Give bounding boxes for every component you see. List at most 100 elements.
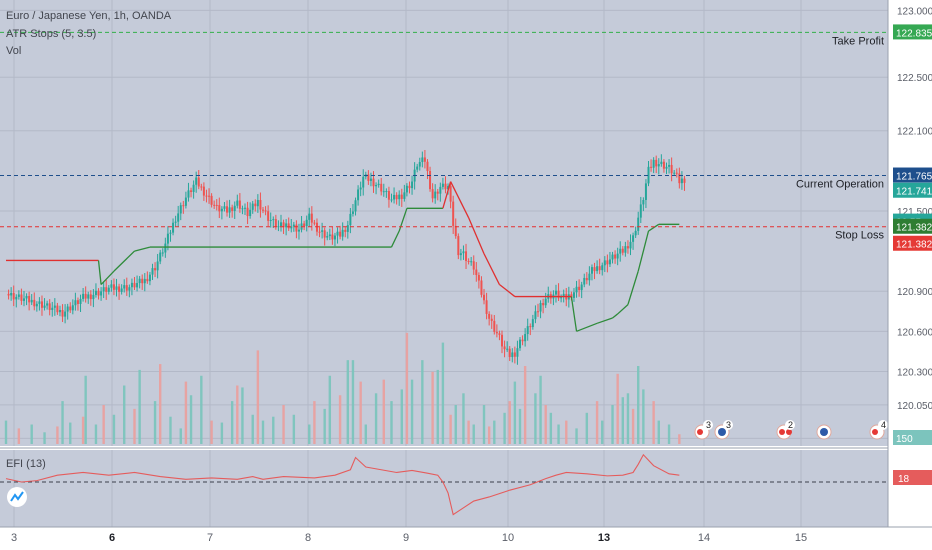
volume-bar bbox=[328, 375, 332, 444]
candle-body bbox=[331, 234, 334, 240]
volume-bar bbox=[241, 387, 244, 444]
candle-body bbox=[51, 307, 54, 310]
flag-icon bbox=[872, 429, 878, 435]
volume-bar bbox=[565, 420, 568, 444]
atr-legend[interactable]: ATR Stops (5, 3.5) bbox=[6, 28, 97, 40]
candle-body bbox=[172, 222, 175, 233]
price-tick-label: 120.050 bbox=[897, 401, 932, 412]
volume-legend[interactable]: Vol bbox=[6, 45, 22, 57]
candle-body bbox=[35, 303, 38, 307]
atr-stop-segment bbox=[100, 270, 115, 285]
candle-body bbox=[213, 204, 216, 206]
candle-body bbox=[614, 254, 617, 259]
candle-body bbox=[421, 157, 424, 163]
candle-body bbox=[56, 305, 59, 313]
volume-bar bbox=[220, 422, 224, 444]
volume-bar bbox=[84, 375, 87, 444]
candle-body bbox=[467, 260, 470, 262]
candle-body bbox=[408, 185, 411, 189]
candle-body bbox=[246, 207, 249, 217]
volume-bar bbox=[631, 408, 635, 444]
volume-bar bbox=[621, 397, 624, 444]
candle-body bbox=[200, 186, 203, 188]
volume-bar bbox=[179, 428, 182, 444]
candle-body bbox=[228, 207, 231, 213]
volume-bar bbox=[472, 424, 475, 444]
candle-body bbox=[202, 186, 205, 196]
atr-stop-segment bbox=[483, 253, 501, 285]
candle-body bbox=[411, 181, 414, 189]
candle-body bbox=[58, 309, 61, 313]
price-tick-label: 120.600 bbox=[897, 327, 932, 338]
volume-bar bbox=[159, 364, 162, 444]
volume-bar bbox=[657, 420, 660, 444]
candle-body bbox=[495, 331, 498, 334]
volume-bar bbox=[487, 426, 491, 444]
candle-body bbox=[485, 300, 488, 314]
candle-body bbox=[128, 287, 131, 291]
candle-body bbox=[601, 265, 604, 271]
candle-body bbox=[241, 208, 244, 210]
candle-body bbox=[529, 326, 532, 328]
candle-body bbox=[267, 211, 270, 221]
candle-body bbox=[434, 191, 437, 199]
volume-bar bbox=[102, 405, 105, 444]
volume-bar bbox=[61, 401, 64, 444]
atr-stop-segment bbox=[390, 230, 400, 248]
volume-bar bbox=[431, 371, 434, 444]
volume-bar bbox=[200, 375, 203, 444]
candle-body bbox=[84, 293, 87, 299]
candle-body bbox=[462, 251, 465, 254]
candle-body bbox=[105, 287, 108, 292]
candle-body bbox=[272, 219, 275, 221]
candle-body bbox=[94, 290, 97, 295]
candle-body bbox=[210, 195, 213, 205]
candle-body bbox=[215, 204, 218, 206]
candle-body bbox=[74, 300, 77, 306]
atr-stop-segment bbox=[570, 296, 578, 332]
candle-body bbox=[436, 191, 439, 194]
stop-loss-badge-bg bbox=[893, 218, 932, 234]
candle-body bbox=[650, 166, 653, 168]
candle-body bbox=[593, 267, 596, 272]
volume-bar bbox=[94, 424, 98, 444]
candle-body bbox=[441, 183, 444, 187]
candle-body bbox=[588, 273, 591, 281]
candle-body bbox=[79, 298, 82, 304]
volume-bar bbox=[523, 366, 527, 444]
candle-body bbox=[382, 191, 385, 193]
candle-body bbox=[220, 208, 223, 212]
candle-body bbox=[652, 159, 655, 168]
candle-body bbox=[662, 161, 665, 169]
volume-bar bbox=[508, 401, 511, 444]
candle-body bbox=[470, 261, 473, 263]
candle-body bbox=[683, 178, 686, 183]
candle-body bbox=[226, 206, 229, 213]
volume-bar bbox=[292, 414, 296, 444]
current-operation-badge: 121.765 bbox=[896, 172, 932, 183]
volume-bar bbox=[575, 428, 578, 444]
candle-body bbox=[336, 231, 339, 236]
volume-bar bbox=[230, 401, 234, 444]
candle-body bbox=[303, 223, 306, 227]
atr-stop-segment bbox=[576, 322, 598, 332]
candle-body bbox=[205, 195, 208, 197]
candle-body bbox=[285, 223, 288, 228]
volume-bar bbox=[81, 416, 85, 444]
candle-body bbox=[123, 285, 126, 289]
candle-body bbox=[148, 274, 151, 282]
candle-body bbox=[655, 159, 658, 167]
volume-bar bbox=[346, 360, 350, 444]
level-label: Current Operation bbox=[796, 179, 884, 191]
candle-body bbox=[668, 164, 671, 167]
candle-body bbox=[143, 278, 146, 284]
candle-body bbox=[637, 217, 640, 231]
candle-body bbox=[344, 229, 347, 232]
candle-body bbox=[321, 230, 324, 232]
candle-body bbox=[97, 290, 100, 296]
stop-loss-badge: 121.382 bbox=[896, 223, 932, 234]
symbol-legend[interactable]: Euro / Japanese Yen, 1h, OANDA bbox=[6, 10, 172, 22]
efi-legend[interactable]: EFI (13) bbox=[6, 458, 46, 470]
